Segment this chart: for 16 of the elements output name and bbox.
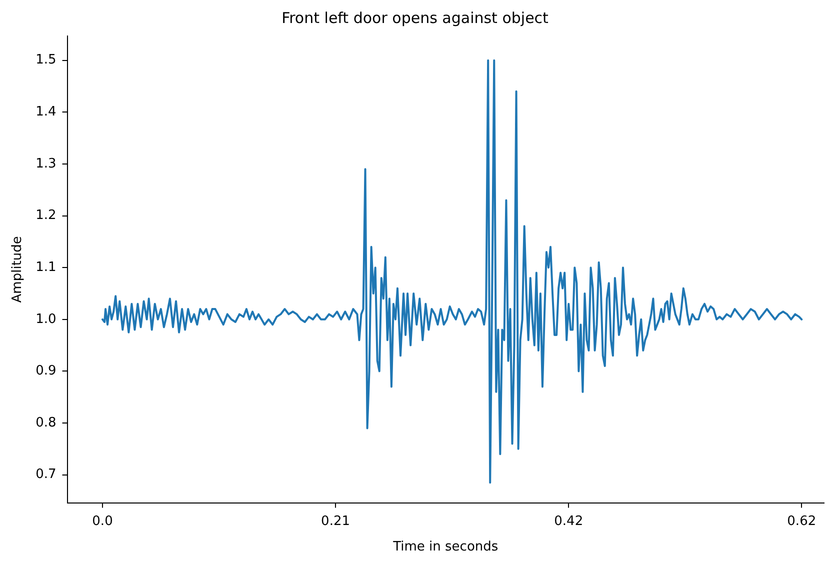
y-tick-label: 1.2 — [36, 208, 56, 224]
x-axis-title: Time in seconds — [392, 540, 498, 555]
x-tick-label: 0.0 — [92, 514, 113, 529]
x-tick-label: 0.42 — [554, 514, 584, 529]
y-tick-label: 0.9 — [36, 364, 56, 379]
y-tick-label: 1.3 — [36, 156, 56, 172]
y-tick-label: 0.8 — [36, 415, 56, 430]
y-tick-label: 1.5 — [36, 52, 56, 68]
x-tick-label: 0.62 — [787, 514, 816, 529]
y-tick-label: 1.4 — [36, 104, 56, 120]
chart-title: Front left door opens against object — [282, 8, 549, 27]
x-tick-label: 0.21 — [321, 514, 350, 529]
y-axis-title: Amplitude — [10, 236, 26, 303]
y-tick-label: 1.0 — [36, 312, 56, 327]
y-tick-label: 1.1 — [36, 260, 56, 275]
y-tick-label: 0.7 — [36, 467, 56, 482]
